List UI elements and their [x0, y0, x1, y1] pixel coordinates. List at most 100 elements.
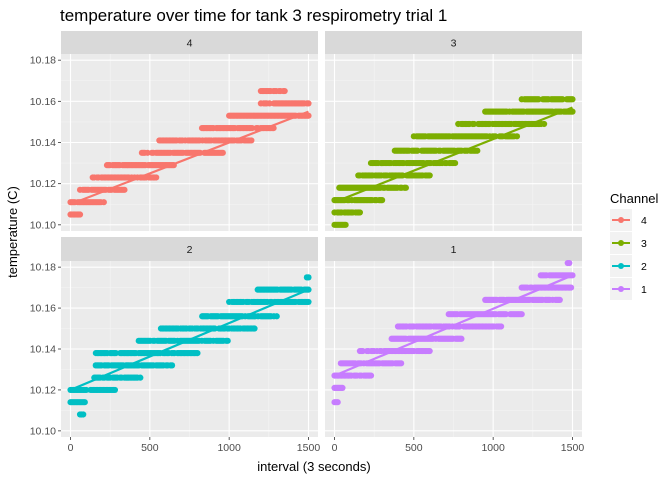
x-tick-label: 1500 — [561, 442, 585, 454]
data-point — [540, 120, 548, 128]
facet-panel-4: 4 10.10 10.12 10.14 10.16 10.18 — [30, 31, 318, 231]
facet-strip — [61, 31, 318, 54]
data-point — [342, 221, 349, 228]
legend-entry-1: 1 — [610, 278, 647, 300]
fit-line — [70, 288, 309, 391]
y-tick-label: 10.18 — [30, 55, 56, 67]
facet-panel-3: 3 — [325, 31, 582, 231]
y-tick-label: 10.14 — [30, 344, 56, 356]
x-tick-label: 500 — [405, 442, 423, 454]
data-point — [456, 323, 463, 330]
data-point — [470, 120, 478, 128]
data-point — [305, 274, 312, 281]
data-point — [219, 149, 226, 156]
legend-dot — [618, 217, 624, 223]
x-tick-label: 1000 — [217, 442, 241, 454]
data-point — [451, 159, 459, 167]
data-point — [567, 284, 575, 291]
legend-entry-4: 4 — [610, 209, 647, 231]
legend: Channel 4 3 2 1 — [610, 191, 659, 300]
legend-label: 3 — [641, 238, 647, 250]
facet-strip — [61, 237, 318, 261]
data-point — [356, 209, 364, 216]
data-point — [153, 174, 160, 181]
fit-line — [70, 110, 309, 206]
legend-label: 2 — [641, 261, 647, 273]
data-point — [566, 259, 573, 267]
data-point — [112, 349, 120, 357]
data-point — [168, 362, 176, 369]
y-tick-label: 10.10 — [30, 425, 56, 437]
data-point — [569, 96, 576, 103]
x-tick-label: 0 — [332, 442, 338, 454]
data-point — [379, 197, 386, 204]
x-tick-label: 1000 — [481, 442, 505, 454]
facet-panels: 410.1010.1210.1410.1610.183210.1010.1210… — [30, 31, 584, 454]
legend-title: Channel — [610, 191, 659, 206]
data-point — [426, 347, 433, 355]
facet-strip-label: 3 — [451, 38, 457, 50]
legend-entry-2: 2 — [610, 255, 647, 277]
data-point — [569, 108, 576, 115]
facet-strip-label: 2 — [187, 244, 193, 256]
legend-label: 4 — [641, 215, 647, 227]
facet-strip-label: 1 — [451, 244, 457, 256]
facet-strip — [325, 31, 582, 54]
data-point — [359, 347, 366, 355]
y-tick-label: 10.12 — [30, 178, 56, 190]
data-point — [137, 374, 144, 381]
legend-entry-3: 3 — [610, 232, 647, 254]
data-point — [402, 184, 410, 191]
data-point — [497, 323, 505, 330]
y-tick-label: 10.10 — [30, 219, 56, 231]
data-point — [518, 311, 525, 318]
data-point — [81, 399, 88, 406]
data-point — [224, 337, 231, 344]
data-point — [305, 298, 312, 306]
data-point — [100, 199, 107, 206]
y-axis-title: temperature (C) — [5, 186, 20, 278]
x-tick-label: 500 — [141, 442, 159, 454]
data-point — [76, 211, 84, 218]
chart-title: temperature over time for tank 3 respiro… — [60, 6, 447, 25]
facet-panel-2: 2 10.10 10.12 10.14 10.16 10.18 0 500 1000 1500 — [30, 237, 321, 454]
legend-label: 1 — [641, 284, 647, 296]
y-tick-label: 10.16 — [30, 96, 56, 108]
facet-strip-label: 4 — [187, 38, 193, 50]
data-point — [144, 149, 151, 156]
data-point — [367, 372, 375, 379]
y-tick-label: 10.14 — [30, 137, 56, 149]
data-point — [121, 186, 128, 193]
y-tick-label: 10.18 — [30, 262, 56, 274]
facet-panel-1: 1 0 500 1000 1500 — [325, 237, 584, 454]
data-point — [281, 87, 288, 95]
data-point — [251, 325, 258, 332]
data-point — [426, 172, 433, 179]
fit-line — [334, 106, 573, 204]
data-point — [474, 147, 481, 154]
data-point — [83, 386, 90, 394]
data-point — [273, 313, 280, 320]
legend-dot — [618, 263, 624, 269]
data-point — [249, 124, 256, 132]
facet-strip — [325, 237, 582, 261]
y-tick-label: 10.12 — [30, 384, 56, 396]
x-axis-title: interval (3 seconds) — [257, 459, 370, 474]
legend-dot — [618, 240, 624, 246]
data-point — [513, 133, 521, 140]
y-tick-label: 10.16 — [30, 303, 56, 315]
data-point — [502, 311, 510, 318]
data-point — [305, 100, 312, 107]
data-point — [458, 335, 465, 342]
data-point — [194, 349, 201, 357]
series-points — [331, 96, 576, 228]
data-point — [266, 100, 273, 107]
fit-line — [334, 274, 573, 377]
data-point — [248, 137, 255, 144]
data-point — [111, 386, 119, 394]
x-tick-label: 1500 — [297, 442, 321, 454]
data-point — [305, 112, 312, 119]
data-point — [334, 399, 341, 406]
data-point — [556, 296, 563, 303]
